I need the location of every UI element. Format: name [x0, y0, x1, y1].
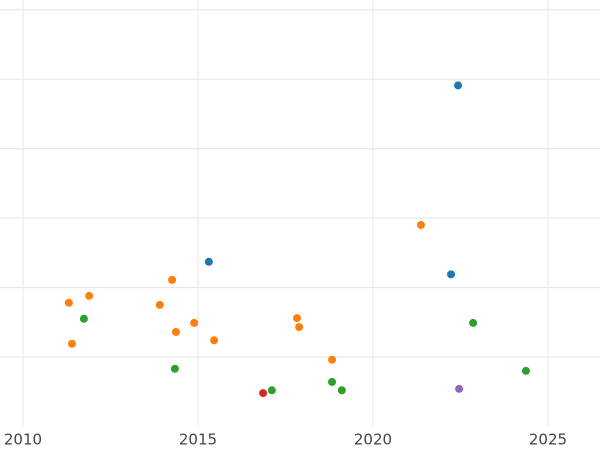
point: [455, 384, 464, 393]
x-tick-label: 2010: [4, 431, 42, 449]
point: [210, 336, 219, 345]
x-tick-label: 2020: [354, 431, 392, 449]
point: [328, 355, 337, 364]
point: [168, 275, 177, 284]
point: [171, 327, 180, 336]
point: [204, 257, 213, 266]
point: [337, 386, 346, 395]
point: [469, 318, 478, 327]
point: [155, 300, 164, 309]
point: [521, 366, 530, 375]
point: [293, 314, 302, 323]
point: [454, 81, 463, 90]
point: [259, 389, 268, 398]
point: [64, 298, 73, 307]
point: [328, 377, 337, 386]
x-tick-label: 2015: [179, 431, 217, 449]
point: [85, 291, 94, 300]
x-tick-label: 2025: [529, 431, 567, 449]
point: [447, 270, 456, 279]
point: [295, 323, 304, 332]
point: [267, 386, 276, 395]
point: [79, 314, 88, 323]
point: [416, 221, 425, 230]
point: [190, 318, 199, 327]
point: [170, 364, 179, 373]
point: [67, 339, 76, 348]
